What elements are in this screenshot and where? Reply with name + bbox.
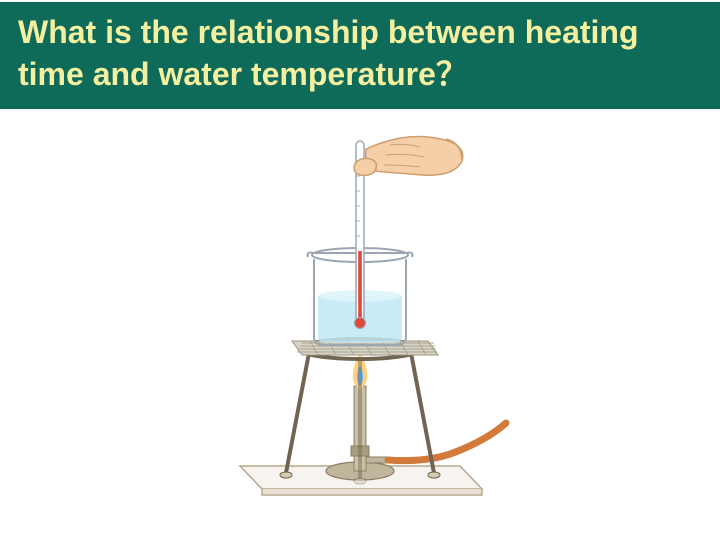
question-banner: What is the relationship between heating… bbox=[0, 2, 720, 109]
question-text: What is the relationship between heating… bbox=[18, 12, 702, 95]
gas-hose bbox=[388, 423, 506, 461]
wire-gauze bbox=[292, 341, 438, 355]
illustration-container bbox=[0, 121, 720, 501]
hand-icon bbox=[354, 137, 463, 176]
experiment-illustration bbox=[210, 121, 510, 501]
experiment-svg bbox=[210, 121, 510, 501]
